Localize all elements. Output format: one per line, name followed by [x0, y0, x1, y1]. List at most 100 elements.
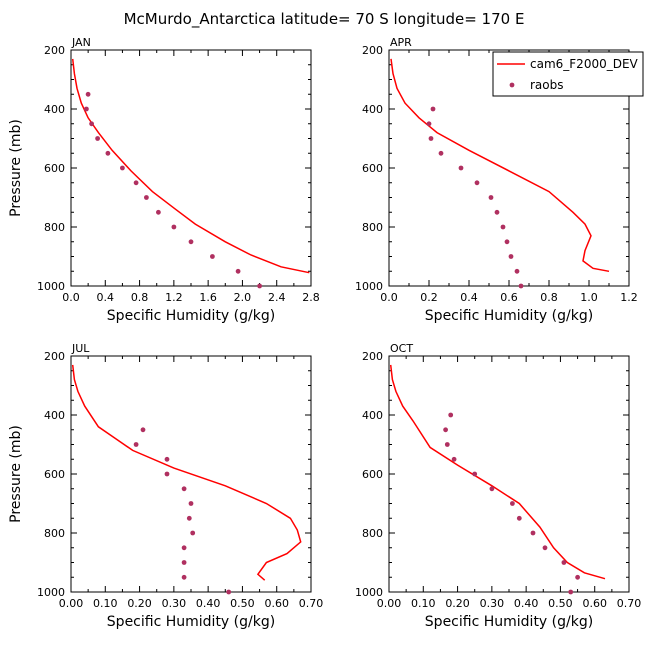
x-tick-label: 0.40 — [514, 597, 539, 610]
y-tick-label: 800 — [44, 221, 65, 234]
obs-point — [133, 180, 139, 186]
obs-point — [472, 471, 478, 477]
panel-apr: APR 0.0 0.2 0.4 0.6 0.8 1.0 1.2 200 400 600 800 1000… — [355, 36, 638, 324]
series-line-model — [71, 364, 302, 581]
panel-title: JAN — [71, 36, 91, 49]
obs-point — [164, 471, 170, 477]
panel-title: OCT — [390, 342, 413, 355]
panel-title: APR — [390, 36, 412, 49]
obs-point — [428, 136, 434, 141]
obs-point — [438, 150, 444, 156]
series-line-model — [389, 364, 606, 580]
legend-model-label: cam6_F2000_DEV — [530, 57, 639, 71]
obs-point — [120, 165, 125, 171]
obs-point — [443, 427, 448, 433]
x-axis-label: Specific Humidity (g/kg) — [107, 308, 275, 324]
panel-oct: OCT 0.00 0.10 0.20 0.30 0.40 0.50 0.60 0.70 200 40… — [355, 342, 641, 630]
y-axis-label: Pressure (mb) — [8, 119, 24, 217]
obs-point — [458, 165, 464, 171]
x-tick-label: 0.4 — [97, 291, 115, 304]
x-tick-label: 1.2 — [165, 291, 183, 304]
obs-point — [188, 501, 194, 506]
obs-point — [164, 456, 170, 462]
x-tick-label: 0.2 — [420, 291, 438, 304]
obs-point — [210, 254, 215, 259]
y-axis-label: Pressure (mb) — [8, 425, 24, 523]
obs-point — [508, 254, 514, 259]
x-tick-label: 0.20 — [127, 597, 152, 610]
y-tick-label: 1000 — [37, 280, 65, 293]
x-tick-label: 0.6 — [500, 291, 518, 304]
x-tick-label: 0.70 — [299, 597, 324, 610]
x-tick-label: 0.10 — [411, 597, 436, 610]
plot-frame — [388, 355, 630, 593]
obs-point — [542, 545, 548, 551]
obs-point — [156, 209, 161, 215]
obs-point — [448, 412, 454, 418]
x-tick-label: 0.70 — [617, 597, 642, 610]
y-tick-label: 1000 — [355, 586, 383, 599]
obs-point — [181, 545, 187, 551]
obs-point — [188, 239, 194, 245]
x-tick-label: 0.60 — [264, 597, 289, 610]
figure-title: McMurdo_Antarctica latitude= 70 S longit… — [124, 10, 525, 29]
obs-point — [181, 574, 187, 580]
x-tick-label: 0.30 — [162, 597, 187, 610]
obs-point — [89, 121, 94, 127]
obs-point — [190, 530, 196, 536]
y-tick-label: 600 — [44, 162, 65, 175]
x-axis-label: Specific Humidity (g/kg) — [425, 308, 593, 324]
obs-point — [516, 515, 522, 521]
obs-point — [144, 195, 149, 200]
plot-frame — [70, 49, 312, 287]
x-tick-label: 0.4 — [460, 291, 478, 304]
obs-point — [488, 195, 494, 200]
x-tick-label: 0.20 — [445, 597, 470, 610]
x-tick-label: 0.8 — [131, 291, 149, 304]
x-tick-label: 2.8 — [302, 291, 320, 304]
obs-point — [500, 224, 506, 230]
x-tick-label: 0.00 — [59, 597, 84, 610]
y-tick-label: 200 — [44, 44, 65, 57]
panel-jul: JUL 0.00 0.10 0.20 0.30 0.40 0.50 0.60 0.70 200 40… — [8, 342, 323, 630]
obs-point — [426, 121, 432, 127]
y-tick-label: 800 — [44, 527, 65, 540]
obs-point — [474, 180, 480, 186]
obs-point — [133, 442, 139, 447]
obs-point — [561, 560, 567, 565]
x-tick-label: 2.0 — [234, 291, 252, 304]
obs-point — [95, 136, 100, 141]
x-tick-label: 0.60 — [582, 597, 607, 610]
x-tick-label: 1.2 — [620, 291, 638, 304]
obs-point — [504, 239, 510, 245]
panel-jan: JAN 0.0 0.4 0.8 1.2 1.6 2.0 2.4 2.8 200 400 600 800 1… — [8, 36, 320, 324]
y-tick-label: 400 — [44, 409, 65, 422]
obs-point — [105, 150, 111, 156]
legend: cam6_F2000_DEV raobs — [492, 51, 644, 97]
x-axis-label: Specific Humidity (g/kg) — [107, 614, 275, 630]
y-tick-label: 400 — [362, 103, 383, 116]
legend-obs-marker — [509, 82, 515, 88]
y-tick-label: 1000 — [355, 280, 383, 293]
obs-point — [514, 268, 520, 274]
y-tick-label: 200 — [362, 350, 383, 363]
obs-point — [181, 560, 187, 565]
panel-title: JUL — [71, 342, 90, 355]
y-tick-label: 200 — [362, 44, 383, 57]
y-tick-label: 400 — [44, 103, 65, 116]
x-tick-label: 0.50 — [230, 597, 255, 610]
obs-point — [85, 91, 91, 97]
x-tick-label: 0.10 — [93, 597, 118, 610]
x-tick-label: 0.50 — [548, 597, 573, 610]
x-tick-label: 1.6 — [199, 291, 217, 304]
x-tick-label: 0.00 — [377, 597, 402, 610]
y-tick-label: 600 — [362, 468, 383, 481]
y-tick-label: 800 — [362, 527, 383, 540]
obs-point — [510, 501, 515, 506]
series-line-model — [390, 58, 610, 273]
legend-box — [492, 51, 644, 97]
y-tick-label: 600 — [44, 468, 65, 481]
obs-point — [257, 283, 262, 289]
obs-point — [575, 574, 580, 580]
